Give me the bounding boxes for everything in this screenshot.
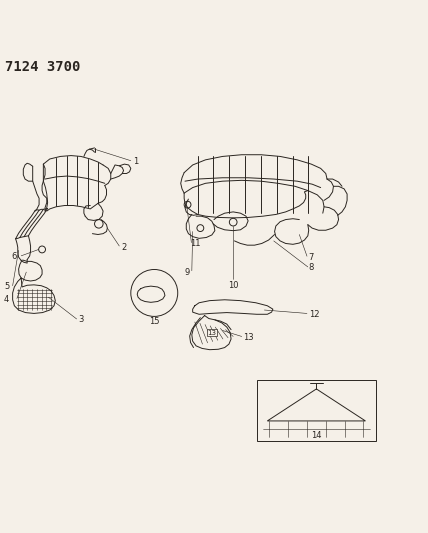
Text: 5: 5 — [4, 282, 9, 291]
Text: 13: 13 — [243, 333, 254, 342]
Text: 4: 4 — [4, 295, 9, 304]
Text: 8: 8 — [309, 263, 314, 272]
Text: 2: 2 — [121, 243, 126, 252]
Text: 12: 12 — [309, 310, 319, 319]
Bar — [257, 379, 376, 441]
Text: 3: 3 — [79, 316, 84, 324]
Text: 1: 1 — [133, 157, 138, 166]
Text: 14: 14 — [311, 431, 321, 440]
Text: 11: 11 — [190, 239, 201, 248]
Text: 6: 6 — [12, 252, 17, 261]
Text: 9: 9 — [184, 268, 190, 277]
Text: 7124 3700: 7124 3700 — [5, 60, 80, 74]
Text: 13: 13 — [208, 329, 217, 336]
Text: 15: 15 — [149, 317, 160, 326]
Text: 10: 10 — [228, 280, 238, 289]
Text: 7: 7 — [308, 253, 313, 262]
